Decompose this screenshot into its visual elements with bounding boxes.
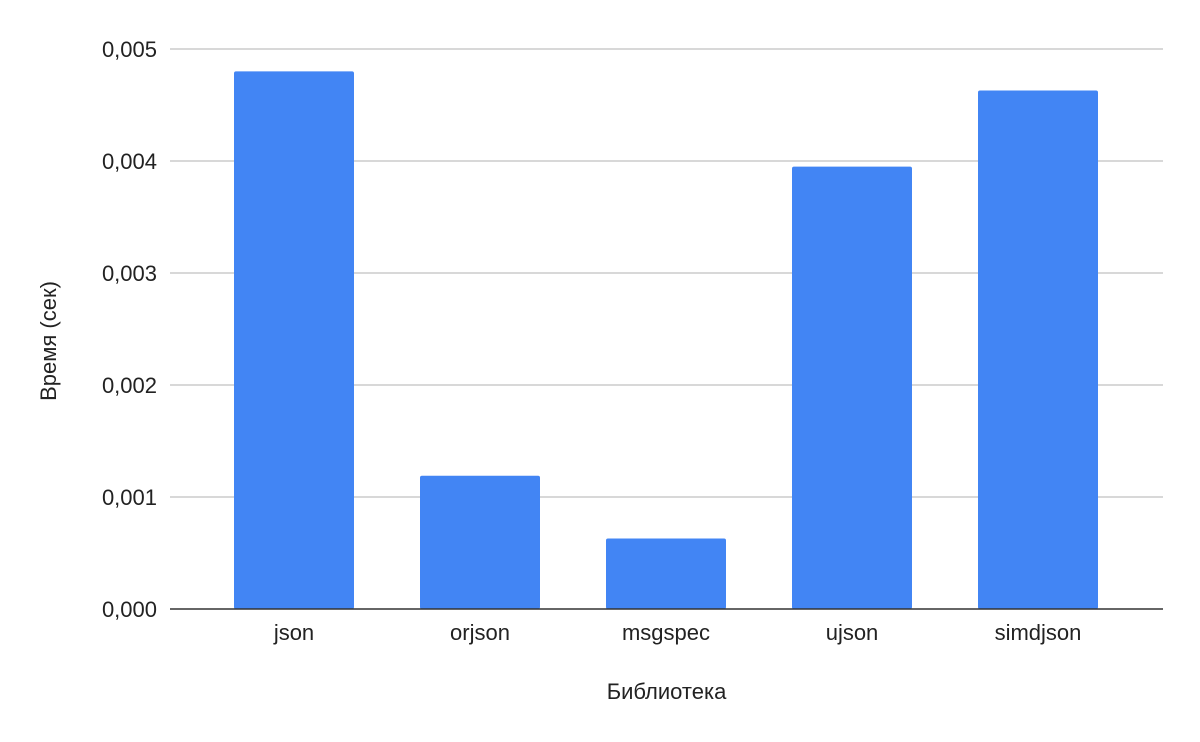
y-axis-title: Время (сек) — [36, 281, 61, 401]
x-tick-label: ujson — [826, 620, 879, 645]
y-tick-label: 0,003 — [102, 261, 157, 286]
bar-simdjson — [978, 90, 1098, 609]
bar-orjson — [420, 475, 540, 609]
y-tick-label: 0,002 — [102, 373, 157, 398]
y-tick-label: 0,004 — [102, 149, 157, 174]
bar-json — [234, 71, 354, 609]
x-tick-label: msgspec — [622, 620, 710, 645]
bar-ujson — [792, 166, 912, 609]
y-tick-label: 0,000 — [102, 597, 157, 622]
y-tick-label: 0,001 — [102, 485, 157, 510]
bar-msgspec — [606, 538, 726, 609]
bars — [234, 71, 1098, 609]
x-tick-labels: json orjson msgspec ujson simdjson — [273, 620, 1082, 645]
x-tick-label: simdjson — [995, 620, 1082, 645]
x-tick-label: json — [273, 620, 314, 645]
x-axis-title: Библиотека — [607, 679, 727, 704]
y-tick-label: 0,005 — [102, 37, 157, 62]
y-tick-labels: 0,000 0,001 0,002 0,003 0,004 0,005 — [102, 37, 157, 622]
x-tick-label: orjson — [450, 620, 510, 645]
